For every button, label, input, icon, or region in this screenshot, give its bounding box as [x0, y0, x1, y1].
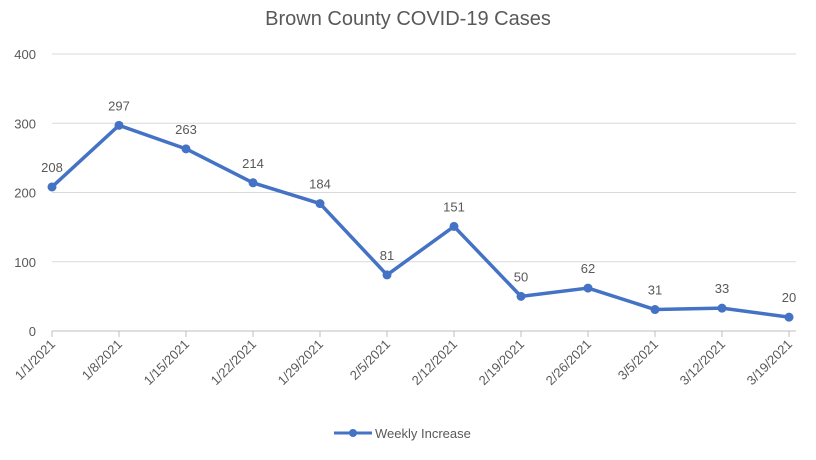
data-label: 20: [782, 290, 796, 305]
x-tick-label: 1/22/2021: [208, 337, 260, 389]
data-point: [315, 199, 325, 209]
data-label: 151: [443, 199, 465, 214]
x-tick-label: 3/19/2021: [744, 337, 796, 389]
data-point: [784, 312, 794, 322]
y-tick-label: 200: [14, 186, 36, 201]
data-point: [516, 291, 526, 301]
y-tick-label: 0: [29, 324, 36, 339]
data-label: 50: [514, 269, 528, 284]
x-tick-label: 1/1/2021: [12, 337, 58, 383]
data-point: [583, 283, 593, 293]
legend-point-marker: [349, 429, 357, 437]
series-line: [50, 123, 790, 319]
y-tick-label: 100: [14, 255, 36, 270]
data-label: 62: [581, 261, 595, 276]
x-tick-label: 3/12/2021: [677, 337, 729, 389]
data-point: [114, 120, 124, 130]
data-point: [248, 178, 258, 188]
x-tick-label: 1/29/2021: [275, 337, 327, 389]
data-label: 31: [648, 283, 662, 298]
data-point: [650, 305, 660, 315]
legend-label: Weekly Increase: [375, 426, 471, 441]
data-label: 297: [108, 98, 130, 113]
data-point: [717, 303, 727, 313]
legend: Weekly Increase: [334, 426, 471, 441]
data-label: 33: [715, 281, 729, 296]
x-tick-label: 2/19/2021: [476, 337, 528, 389]
data-point: [382, 270, 392, 280]
chart-title: Brown County COVID-19 Cases: [265, 8, 551, 30]
data-label: 263: [175, 122, 197, 137]
x-tick-label: 2/12/2021: [409, 337, 461, 389]
x-tick-label: 2/26/2021: [543, 337, 595, 389]
data-label: 81: [380, 248, 394, 263]
x-tick-label: 1/15/2021: [141, 337, 193, 389]
data-point: [181, 144, 191, 154]
data-label: 214: [242, 156, 264, 171]
y-tick-label: 400: [14, 47, 36, 62]
data-point: [47, 182, 57, 192]
data-point: [449, 221, 459, 231]
x-tick-label: 2/5/2021: [347, 337, 393, 383]
data-label: 184: [309, 177, 331, 192]
y-tick-label: 300: [14, 116, 36, 131]
x-tick-label: 3/5/2021: [615, 337, 661, 383]
data-label: 208: [41, 160, 63, 175]
x-tick-label: 1/8/2021: [79, 337, 125, 383]
